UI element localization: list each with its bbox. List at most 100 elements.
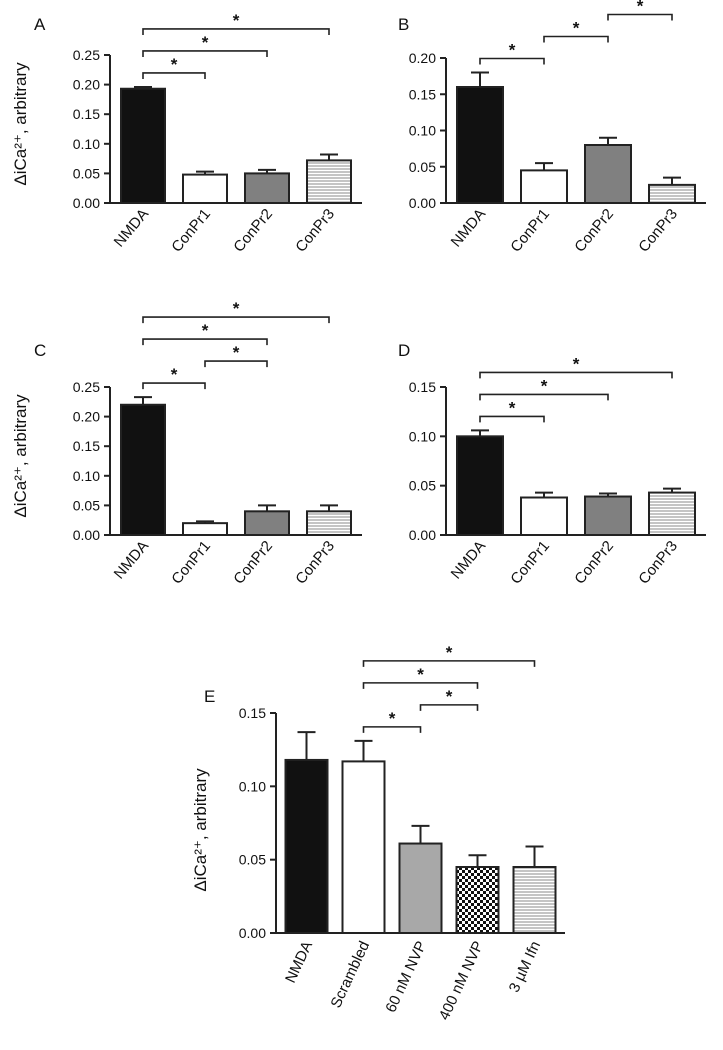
panel-c-y-tick-label: 0.05 <box>73 497 100 513</box>
panel-a-sig-bracket-2 <box>142 28 330 35</box>
panel-a-sig-star-0: * <box>171 55 178 74</box>
panel-a-y-tick-label: 0.15 <box>73 106 100 122</box>
panel-a-category-label-3: ConPr3 <box>292 206 338 256</box>
panel-d-y-tick-label: 0.10 <box>409 428 436 444</box>
panel-c-bar-1 <box>182 522 228 536</box>
panel-b-y-tick-label: 0.05 <box>409 159 436 175</box>
panel-b-sig-bracket-0 <box>479 57 545 65</box>
panel-e: E ΔiCa²⁺, arbitrary 0.00 0.05 0.10 0.15 NMDA… <box>191 643 565 1023</box>
panel-a-sig-bracket-0 <box>142 72 206 79</box>
panel-d-sig-star-0: * <box>509 398 516 417</box>
panel-c-error-bar-2 <box>258 504 276 512</box>
panel-c-y-tick-label: 0.20 <box>73 409 100 425</box>
panel-a: A ΔiCa²⁺, arbitrary 0.00 0.05 0.10 0.15 0.20… <box>11 11 362 256</box>
panel-a-category-label-1: ConPr1 <box>168 206 214 256</box>
panel-e-sig-star-1: * <box>446 687 453 706</box>
panel-e-bar-3 <box>455 866 500 934</box>
panel-d-y-tick-label: 0.15 <box>409 379 436 395</box>
panel-d-bar-2 <box>584 495 632 536</box>
panel-d-plot: 0.00 0.05 0.10 0.15 NMDA ConPr1 ConPr2 ConPr3 * *… <box>409 354 706 588</box>
panel-e-sig-star-2: * <box>417 665 424 684</box>
panel-d-sig-star-1: * <box>541 376 548 395</box>
panel-c-sig-star-0: * <box>171 365 178 384</box>
panel-d-category-label-3: ConPr3 <box>635 538 681 588</box>
panel-c-category-label-3: ConPr3 <box>292 538 338 588</box>
panel-c-y-tick-label: 0.15 <box>73 438 100 454</box>
panel-e-plot: 0.00 0.05 0.10 0.15 NMDA Scrambled 60 nM NVP 40… <box>239 643 565 1023</box>
panel-c-category-label-0: NMDA <box>111 538 152 583</box>
panel-d-sig-bracket-1 <box>479 393 609 401</box>
panel-c-error-bar-0 <box>134 396 152 405</box>
panel-a-letter: A <box>34 15 46 34</box>
panel-e-error-bar-4 <box>525 845 544 867</box>
panel-a-y-tick-label: 0.05 <box>73 165 100 181</box>
panel-e-y-tick-label: 0.15 <box>239 705 266 721</box>
panel-b-sig-star-0: * <box>509 41 516 60</box>
panel-b-sig-bracket-2 <box>607 13 673 21</box>
panel-a-bar-2 <box>244 172 290 204</box>
panel-c-bar-2 <box>244 510 290 537</box>
panel-e-bar-1 <box>341 760 386 935</box>
panel-a-error-bar-3 <box>320 153 338 161</box>
panel-b-letter: B <box>398 15 409 34</box>
panel-e-error-bar-0 <box>297 731 316 760</box>
panel-b-sig-bracket-1 <box>543 35 609 43</box>
panel-c-category-label-1: ConPr1 <box>168 538 214 588</box>
panel-a-category-label-2: ConPr2 <box>230 206 276 256</box>
panel-c-sig-bracket-2 <box>142 338 268 346</box>
panel-e-error-bar-2 <box>411 824 430 844</box>
panel-d-category-label-0: NMDA <box>448 538 489 583</box>
panel-e-sig-bracket-3 <box>362 660 536 667</box>
panel-b-category-label-1: ConPr1 <box>507 206 553 256</box>
panel-e-ylabel: ΔiCa²⁺, arbitrary <box>191 768 210 892</box>
panel-a-category-label-0: NMDA <box>111 206 152 251</box>
panel-e-y-tick-label: 0.00 <box>239 925 266 941</box>
panel-e-category-label-4: 3 µM Ifn <box>506 939 544 996</box>
panel-e-sig-bracket-0 <box>362 726 422 733</box>
panel-c-ylabel: ΔiCa²⁺, arbitrary <box>11 394 30 518</box>
panel-d-bar-1 <box>520 496 568 536</box>
panel-a-bar-3 <box>306 159 352 205</box>
panel-b-error-bar-1 <box>535 162 553 171</box>
panel-d-error-bar-1 <box>535 491 553 498</box>
panel-b-plot: 0.00 0.05 0.10 0.15 0.20 NMDA ConPr1 ConPr2 ConP… <box>409 0 706 256</box>
panel-e-category-label-0: NMDA <box>282 939 316 986</box>
panel-b-category-label-0: NMDA <box>448 206 489 251</box>
panel-c-sig-bracket-3 <box>142 316 330 324</box>
panel-c-bar-3 <box>306 510 352 537</box>
panel-b-error-bar-3 <box>663 176 681 185</box>
panel-a-y-tick-label: 0.10 <box>73 136 100 152</box>
panel-e-category-label-2: 60 nM NVP <box>382 939 430 1016</box>
panel-e-category-label-3: 400 nM NVP <box>436 939 487 1023</box>
panel-e-y-tick-label: 0.10 <box>239 778 266 794</box>
panel-e-sig-star-0: * <box>389 709 396 728</box>
panel-e-error-bar-1 <box>354 739 373 762</box>
panel-d: D 0.00 0.05 0.10 0.15 NMDA ConPr1 ConPr2 ConPr3… <box>398 341 706 588</box>
panel-a-error-bar-0 <box>134 85 152 89</box>
panel-b-sig-star-2: * <box>637 0 644 16</box>
panel-a-bar-1 <box>182 173 228 204</box>
panel-c-y-tick-label: 0.10 <box>73 468 100 484</box>
panel-e-letter: E <box>204 687 215 706</box>
panel-d-bar-0 <box>456 435 504 537</box>
panel-a-y-tick-label: 0.25 <box>73 47 100 63</box>
panel-d-error-bar-3 <box>663 487 681 493</box>
panel-e-sig-bracket-1 <box>419 704 479 711</box>
panel-b-y-tick-label: 0.10 <box>409 123 436 139</box>
panel-a-sig-star-2: * <box>233 11 240 30</box>
panel-b-bar-2 <box>584 144 632 204</box>
panel-c-sig-star-1: * <box>233 343 240 362</box>
panel-d-error-bar-2 <box>599 492 617 497</box>
panel-c: C ΔiCa²⁺, arbitrary 0.00 0.05 0.10 0.15 0.20… <box>11 299 362 588</box>
panel-c-y-tick-label: 0.00 <box>73 527 100 543</box>
panel-b-category-label-2: ConPr2 <box>571 206 617 256</box>
panel-d-y-tick-label: 0.00 <box>409 527 436 543</box>
panel-b-bar-0 <box>456 86 504 204</box>
panel-b-error-bar-0 <box>471 71 489 87</box>
panel-d-letter: D <box>398 341 410 360</box>
panel-c-error-bar-1 <box>196 520 214 524</box>
panel-a-sig-bracket-1 <box>142 50 268 57</box>
panel-a-error-bar-1 <box>196 170 214 175</box>
panel-b-y-tick-label: 0.20 <box>409 50 436 66</box>
